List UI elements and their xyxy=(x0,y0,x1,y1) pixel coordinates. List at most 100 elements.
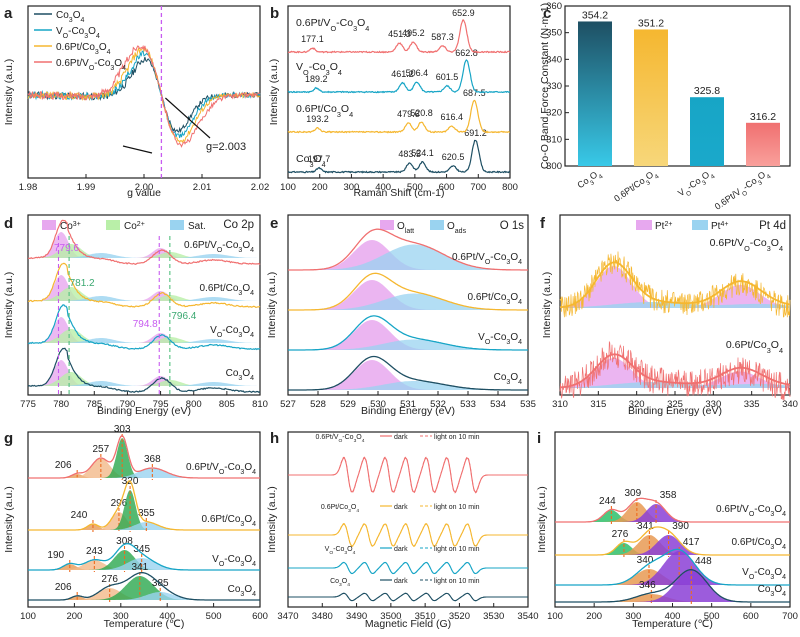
panel-b-x-tick-label: 500 xyxy=(407,182,423,193)
panel-d-x-tick-label: 800 xyxy=(186,399,202,410)
panel-b-series-label: 0.6Pt/Co3O4 xyxy=(296,103,353,119)
panel-f-pt2-fill xyxy=(560,266,790,308)
panel-c-value-label: 354.2 xyxy=(582,9,608,21)
panel-h-legend-dark: dark xyxy=(394,578,408,585)
panel-b-x-tick-label: 400 xyxy=(375,182,391,193)
panel-h-frame xyxy=(287,431,529,608)
panel-i-series xyxy=(555,497,790,523)
panel-g-frame xyxy=(27,431,261,608)
panel-label-g: g xyxy=(4,430,13,447)
panel-d-sat-fill xyxy=(28,338,260,343)
panel-h-legend-light: light on 10 min xyxy=(434,578,480,585)
panel-e-legend-swatch xyxy=(380,220,394,230)
panel-f-raw xyxy=(559,340,791,401)
panel-d-x-tick-label: 810 xyxy=(252,399,268,410)
panel-b-series-label: 0.6Pt/VO-Co3O4 xyxy=(296,17,369,33)
panel-f-x-tick-label: 320 xyxy=(629,399,645,410)
panel-e-x-tick-label: 534 xyxy=(490,399,506,410)
panel-h-light xyxy=(288,523,528,548)
panel-c-category-label: 0.6Pt/VO-Co3O4 xyxy=(713,167,773,214)
panel-b-series-label: VO-Co3O4 xyxy=(296,61,342,77)
panel-d-series xyxy=(27,347,261,394)
panel-i-component xyxy=(555,570,790,602)
panel-g-series xyxy=(28,572,260,601)
panel-h-sample-label: Co3O4 xyxy=(330,578,350,588)
panel-d-sample-label: VO-Co3O4 xyxy=(210,325,254,339)
panel-f-xlabel: Binding Energy (eV) xyxy=(628,405,722,417)
panel-d-title: Co 2p xyxy=(223,219,254,231)
panel-f-x-tick-label: 340 xyxy=(782,399,798,410)
panel-e-oads-fill xyxy=(288,381,528,390)
panel-g-sample-label: 0.6Pt/VO-Co3O4 xyxy=(186,462,256,476)
panel-d-co2-fill xyxy=(28,287,260,301)
panel-h-x-tick-label: 3530 xyxy=(483,611,504,622)
panel-e-olatt-fill xyxy=(288,280,528,310)
panel-g-peak-label: 206 xyxy=(55,582,72,593)
panel-h-xlabel: Magnetic Field (G) xyxy=(365,618,451,630)
panel-d-x-tick-label: 795 xyxy=(153,399,169,410)
panel-b-x-tick-label: 700 xyxy=(470,182,486,193)
panel-c-bar-0.6Pt/Co3O4 xyxy=(634,29,668,166)
panel-b-peak-label: 520.8 xyxy=(410,108,433,118)
panel-c-ytick-label: 340 xyxy=(546,54,562,65)
panel-i-component xyxy=(555,504,790,522)
panel-e-x-tick-label: 529 xyxy=(340,399,356,410)
panel-d-co2-fill xyxy=(28,372,260,386)
panel-i-peak-label: 448 xyxy=(695,556,712,567)
panel-h-legend-light: light on 10 min xyxy=(434,546,480,553)
panel-i-x-tick-label: 200 xyxy=(586,611,602,622)
panel-f-x-tick-label: 335 xyxy=(744,399,760,410)
panel-e-x-tick-label: 532 xyxy=(430,399,446,410)
panel-h-legend-dark: dark xyxy=(394,504,408,511)
panel-g-component xyxy=(28,592,260,600)
panel-b-peak-label: 483.5 xyxy=(398,149,421,159)
panel-b-ylabel: Intensity (a.u.) xyxy=(268,59,280,126)
panel-c-ytick-label: 320 xyxy=(546,108,562,119)
panel-e-sample-label: 0.6Pt/Co3O4 xyxy=(467,292,522,306)
panel-f-sample-label: 0.6Pt/Co3O4 xyxy=(726,339,783,355)
panel-c-value-label: 351.2 xyxy=(638,17,664,29)
panel-e-legend-label: Oads xyxy=(447,221,467,235)
panel-i-x-tick-label: 500 xyxy=(704,611,720,622)
panel-b-x-tick-label: 600 xyxy=(439,182,455,193)
panel-c-category-label: Co3O4 xyxy=(575,167,604,193)
panel-d-annot: 796.4 xyxy=(171,311,196,322)
panel-g-peak-label: 206 xyxy=(55,460,72,471)
panel-g-peak-label: 368 xyxy=(144,454,161,465)
panel-f-x-tick-label: 310 xyxy=(552,399,568,410)
panel-f-legend-label: Pt2+ xyxy=(655,221,672,233)
panel-d-legend-swatch xyxy=(170,220,184,230)
panel-b-peak-label: 461.2 xyxy=(391,69,414,79)
panel-g-x-tick-label: 600 xyxy=(252,611,268,622)
panel-b-peak-label: 601.5 xyxy=(436,72,459,82)
panel-b-x-tick-label: 300 xyxy=(343,182,359,193)
panel-i-component xyxy=(555,535,790,555)
panel-b-series-label: Co3O4 xyxy=(296,153,326,169)
panel-h-sample-label: 0.6Pt/VO-Co3O4 xyxy=(316,434,365,444)
panel-g-component xyxy=(28,558,260,570)
panel-h-x-tick-label: 3540 xyxy=(517,611,538,622)
panel-h-legend-light: light on 10 min xyxy=(434,434,480,441)
panel-d-x-tick-label: 790 xyxy=(119,399,135,410)
panel-g-x-tick-label: 200 xyxy=(66,611,82,622)
panel-d-x-tick-label: 785 xyxy=(86,399,102,410)
panel-d-legend-label: Co2+ xyxy=(124,221,145,233)
panel-i-sample-label: 0.6Pt/VO-Co3O4 xyxy=(716,504,786,518)
panel-g-ylabel: Intensity (a.u.) xyxy=(3,486,15,553)
panel-c-ytick-label: 350 xyxy=(546,28,562,39)
panel-e-olatt-fill xyxy=(288,320,528,350)
panel-i-peak-label: 341 xyxy=(637,521,654,532)
panel-i-peak-label: 309 xyxy=(625,488,642,499)
panel-c-ytick-label: 330 xyxy=(546,81,562,92)
panel-b-peak-label: 177.1 xyxy=(301,34,324,44)
panel-b-peak-label: 524.1 xyxy=(411,148,434,158)
panel-g-series xyxy=(28,542,260,571)
panel-b-peak-label: 193.2 xyxy=(306,114,329,124)
panel-g-component xyxy=(28,458,260,478)
panel-e-oads-fill xyxy=(288,339,528,350)
panel-i-series xyxy=(555,526,790,556)
panel-f-pt4-fill xyxy=(560,382,790,388)
panel-b-peak-label: 620.5 xyxy=(442,152,465,162)
panel-d-sample-label: 0.6Pt/Co3O4 xyxy=(199,283,254,297)
panel-e-sample-label: 0.6Pt/VO-Co3O4 xyxy=(452,252,522,266)
